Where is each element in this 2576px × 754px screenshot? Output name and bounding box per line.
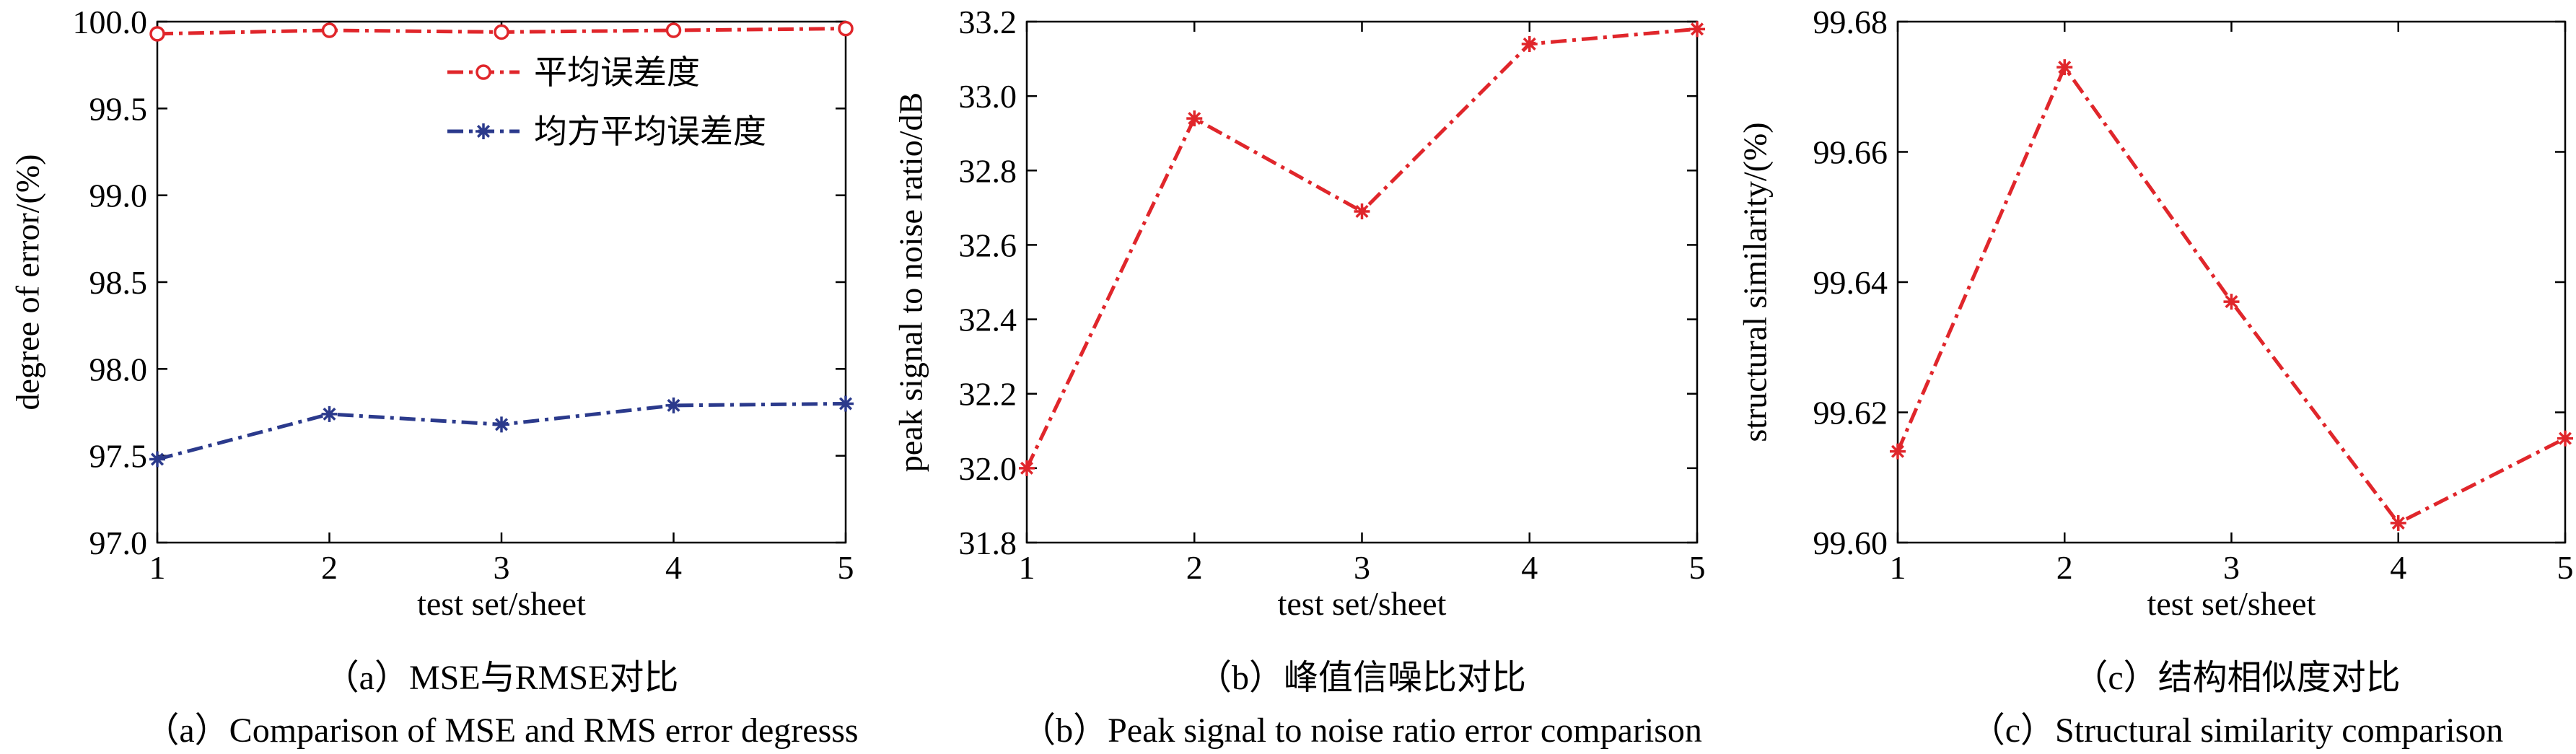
y-tick-label: 31.8 (959, 525, 1017, 561)
y-axis-label: degree of error/(%) (9, 154, 46, 411)
series-2-point (321, 406, 338, 422)
caption-cn: （a）MSE与RMSE对比 (325, 659, 679, 697)
series-1-point (1890, 443, 1906, 460)
caption-en: （b）Peak signal to noise ratio error comp… (1021, 711, 1702, 750)
legend-marker-2 (476, 123, 491, 139)
x-axis-label: test set/sheet (1278, 585, 1447, 622)
caption-en: （c）Structural similarity comparison (1971, 711, 2504, 750)
x-axis-label: test set/sheet (417, 585, 586, 622)
y-tick-label: 99.64 (1813, 264, 1888, 301)
series-2-point (838, 395, 854, 412)
caption-cn: （b）峰值信噪比对比 (1197, 659, 1526, 697)
plot-frame (1025, 20, 1699, 544)
plot-frame (1896, 20, 2567, 544)
series-1-point (2390, 514, 2406, 531)
y-tick-label: 32.4 (959, 302, 1017, 338)
chart-3: 99.60 99.62 99.64 99.66 99.68 1 2 3 4 5 test set/s… (1737, 4, 2574, 750)
plot-frame (156, 20, 847, 544)
y-tick-label: 33.2 (959, 4, 1017, 40)
series-1-point (1354, 203, 1370, 220)
y-tick-label: 97.5 (89, 438, 148, 475)
y-tick-label: 99.68 (1813, 4, 1888, 40)
y-tick-label: 100.0 (73, 4, 148, 40)
x-tick-label: 2 (2056, 549, 2073, 586)
x-tick-label: 5 (1689, 549, 1706, 586)
series-2-point (149, 451, 165, 468)
y-tick-label: 32.0 (959, 450, 1017, 487)
x-tick-label: 5 (2557, 549, 2574, 586)
series-1-point (665, 22, 682, 38)
y-tick-label: 99.0 (89, 177, 148, 214)
x-tick-label: 4 (665, 549, 682, 586)
series-1-point (321, 22, 338, 38)
y-tick-label: 32.2 (959, 376, 1017, 413)
chart-2: 31.8 32.0 32.2 32.4 32.6 32.8 33.0 33.2 1 2 3 4 5 tes… (893, 4, 1706, 750)
y-axis-label: structural similarity/(%) (1737, 122, 1774, 442)
x-tick-label: 2 (1186, 549, 1203, 586)
x-tick-label: 4 (1521, 549, 1538, 586)
y-tick-label: 99.60 (1813, 525, 1888, 561)
x-tick-label: 2 (321, 549, 338, 586)
chart-1: 97.0 97.5 98.0 98.5 99.0 99.5 100.0 1 2 3 4 5 test s… (9, 4, 859, 750)
y-tick-label: 97.0 (89, 525, 148, 561)
caption-cn: （c）结构相似度对比 (2073, 659, 2400, 697)
y-tick-label: 98.0 (89, 351, 148, 387)
series-2-point (494, 416, 509, 433)
x-tick-label: 4 (2390, 549, 2406, 586)
legend-marker-1 (476, 64, 491, 80)
series-1-point (838, 20, 854, 37)
y-tick-label: 32.6 (959, 227, 1017, 263)
x-tick-label: 1 (1890, 549, 1906, 586)
y-tick-label: 32.8 (959, 152, 1017, 189)
x-tick-label: 3 (1354, 549, 1370, 586)
y-tick-label: 99.62 (1813, 395, 1888, 431)
x-tick-label: 3 (2223, 549, 2240, 586)
series-1-point (149, 26, 165, 42)
y-tick-label: 98.5 (89, 264, 148, 301)
series-1-point (1521, 35, 1538, 52)
series-1-point (494, 24, 509, 40)
series-1-point (1186, 110, 1203, 127)
x-axis-label: test set/sheet (2147, 585, 2316, 622)
series-1-point (1019, 460, 1035, 476)
series-1-point (2056, 59, 2073, 76)
legend-label-1: 平均误差度 (534, 54, 700, 91)
legend-label-2: 均方平均误差度 (534, 113, 766, 150)
y-tick-label: 33.0 (959, 78, 1017, 115)
x-tick-label: 1 (1019, 549, 1035, 586)
series-1-line (1025, 27, 1698, 469)
series-1-point (1689, 21, 1705, 38)
y-tick-label: 99.5 (89, 90, 148, 127)
x-tick-label: 1 (149, 549, 166, 586)
caption-en: （a）Comparison of MSE and RMS error degre… (144, 711, 858, 750)
x-tick-label: 5 (838, 549, 854, 586)
series-2-point (665, 397, 682, 413)
series-1-point (2223, 294, 2240, 310)
x-tick-label: 3 (494, 549, 510, 586)
y-tick-label: 99.66 (1813, 134, 1888, 171)
series-1-point (2557, 430, 2573, 447)
y-axis-label: peak signal to noise ratio/dB (893, 92, 929, 472)
